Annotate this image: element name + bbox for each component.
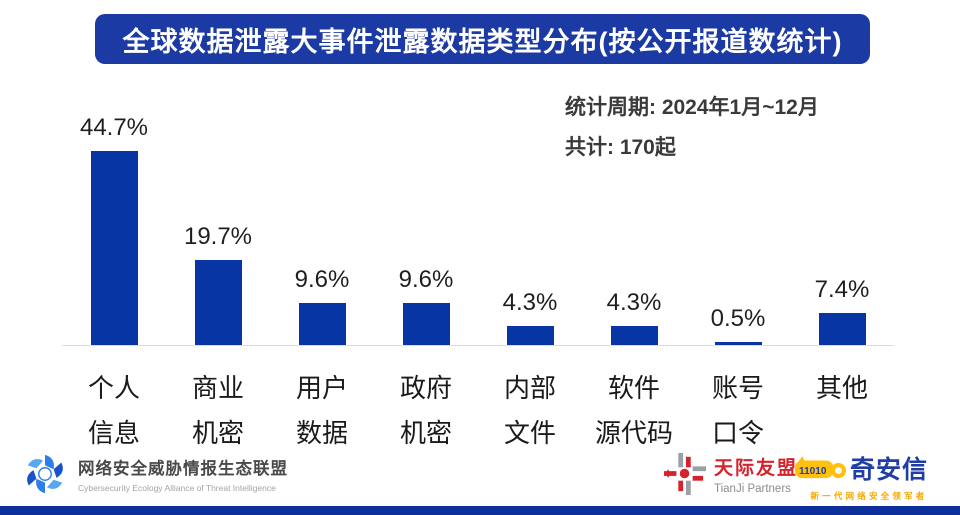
- category-label: 其他: [790, 366, 894, 456]
- bar: [194, 259, 242, 345]
- bar: [610, 326, 658, 345]
- category-label-line: 政府: [399, 373, 452, 403]
- bar-column: 9.6%: [374, 110, 478, 345]
- category-label: 商业 机密: [166, 366, 270, 456]
- title-banner: 全球数据泄露大事件泄露数据类型分布(按公开报道数统计): [95, 14, 870, 64]
- bottom-accent-bar: [0, 506, 960, 515]
- alliance-name: 网络安全威胁情报生态联盟: [78, 460, 288, 478]
- category-label-line: 商业: [191, 373, 244, 403]
- qianxin-top-row: 11010 奇安信: [794, 450, 944, 486]
- qianxin-binary-text: 11010: [799, 466, 827, 477]
- category-label-line: 个人: [87, 373, 140, 403]
- category-label-line: 内部: [503, 373, 556, 403]
- qianxin-logo-block: 11010 奇安信 新一代网络安全领军者: [794, 450, 944, 502]
- category-label-line: 口令: [711, 418, 764, 448]
- category-label-line: 其他: [815, 373, 868, 403]
- alliance-subtitle: Cybersecurity Ecology Alliance of Threat…: [78, 483, 276, 493]
- bar-value-label: 44.7%: [79, 114, 149, 142]
- bar-column: 4.3%: [478, 110, 582, 345]
- bar-column: 19.7%: [166, 110, 270, 345]
- bar-value-label: 4.3%: [606, 289, 662, 317]
- bar-column: 7.4%: [790, 110, 894, 345]
- stats-period: 统计周期: 2024年1月~12月: [565, 96, 819, 119]
- tianji-subtitle: TianJi Partners: [714, 483, 791, 495]
- stats-block: 统计周期: 2024年1月~12月 共计: 170起: [565, 88, 819, 168]
- category-label-line: 信息: [87, 418, 140, 448]
- qianxin-tagline: 新一代网络安全领军者: [810, 491, 928, 501]
- category-label-line: 文件: [503, 418, 556, 448]
- x-axis-line: [62, 345, 894, 346]
- tianji-text: 天际友盟 TianJi Partners: [714, 453, 798, 495]
- category-label-line: 用户: [295, 373, 348, 403]
- bar-value-label: 9.6%: [398, 266, 454, 294]
- category-label-line: 软件: [607, 373, 660, 403]
- category-label: 政府 机密: [374, 366, 478, 456]
- bar-value-label: 4.3%: [502, 289, 558, 317]
- bar-value-label: 7.4%: [814, 275, 870, 303]
- bar: [818, 312, 866, 345]
- qianxin-tiger-icon: 11010: [794, 456, 846, 479]
- tianji-cross-icon: [664, 453, 706, 495]
- category-label: 个人 信息: [62, 366, 166, 456]
- category-label-line: 账号: [711, 373, 764, 403]
- bar: [714, 342, 762, 345]
- bar-value-label: 19.7%: [183, 222, 253, 250]
- category-label-line: 源代码: [594, 418, 673, 448]
- tianji-name: 天际友盟: [714, 458, 799, 479]
- bar: [298, 303, 346, 345]
- bar-column: 9.6%: [270, 110, 374, 345]
- bar-value-label: 0.5%: [710, 305, 766, 332]
- category-label-line: 数据: [295, 418, 348, 448]
- page-title: 全球数据泄露大事件泄露数据类型分布(按公开报道数统计): [122, 26, 843, 57]
- category-label-line: 机密: [399, 418, 452, 448]
- category-label-line: 机密: [191, 418, 244, 448]
- bar-value-label: 9.6%: [294, 266, 350, 294]
- alliance-logo-block: 网络安全威胁情报生态联盟 Cybersecurity Ecology Allia…: [22, 451, 288, 497]
- bar-column: 0.5%: [686, 110, 790, 345]
- qianxin-name: 奇安信: [850, 456, 929, 484]
- alliance-pinwheel-icon: [27, 454, 63, 494]
- category-label: 账号 口令: [686, 366, 790, 456]
- bar-column: 4.3%: [582, 110, 686, 345]
- category-label: 用户 数据: [270, 366, 374, 456]
- category-label: 软件 源代码: [582, 366, 686, 456]
- bar: [90, 151, 138, 345]
- tianji-logo-block: 天际友盟 TianJi Partners: [664, 452, 798, 496]
- alliance-text: 网络安全威胁情报生态联盟 Cybersecurity Ecology Allia…: [78, 455, 288, 493]
- bar: [402, 303, 450, 345]
- bar-column: 44.7%: [62, 110, 166, 345]
- category-label: 内部 文件: [478, 366, 582, 456]
- bar: [506, 326, 554, 345]
- bar-chart: 44.7% 19.7% 9.6% 9.6% 4.3% 4.3% 0.5% 7.4%: [62, 110, 894, 345]
- category-labels-row: 个人 信息 商业 机密 用户 数据 政府 机密 内部 文件 软件 源代码 账号 口令 其他: [62, 366, 894, 456]
- stats-total: 共计: 170起: [565, 136, 676, 159]
